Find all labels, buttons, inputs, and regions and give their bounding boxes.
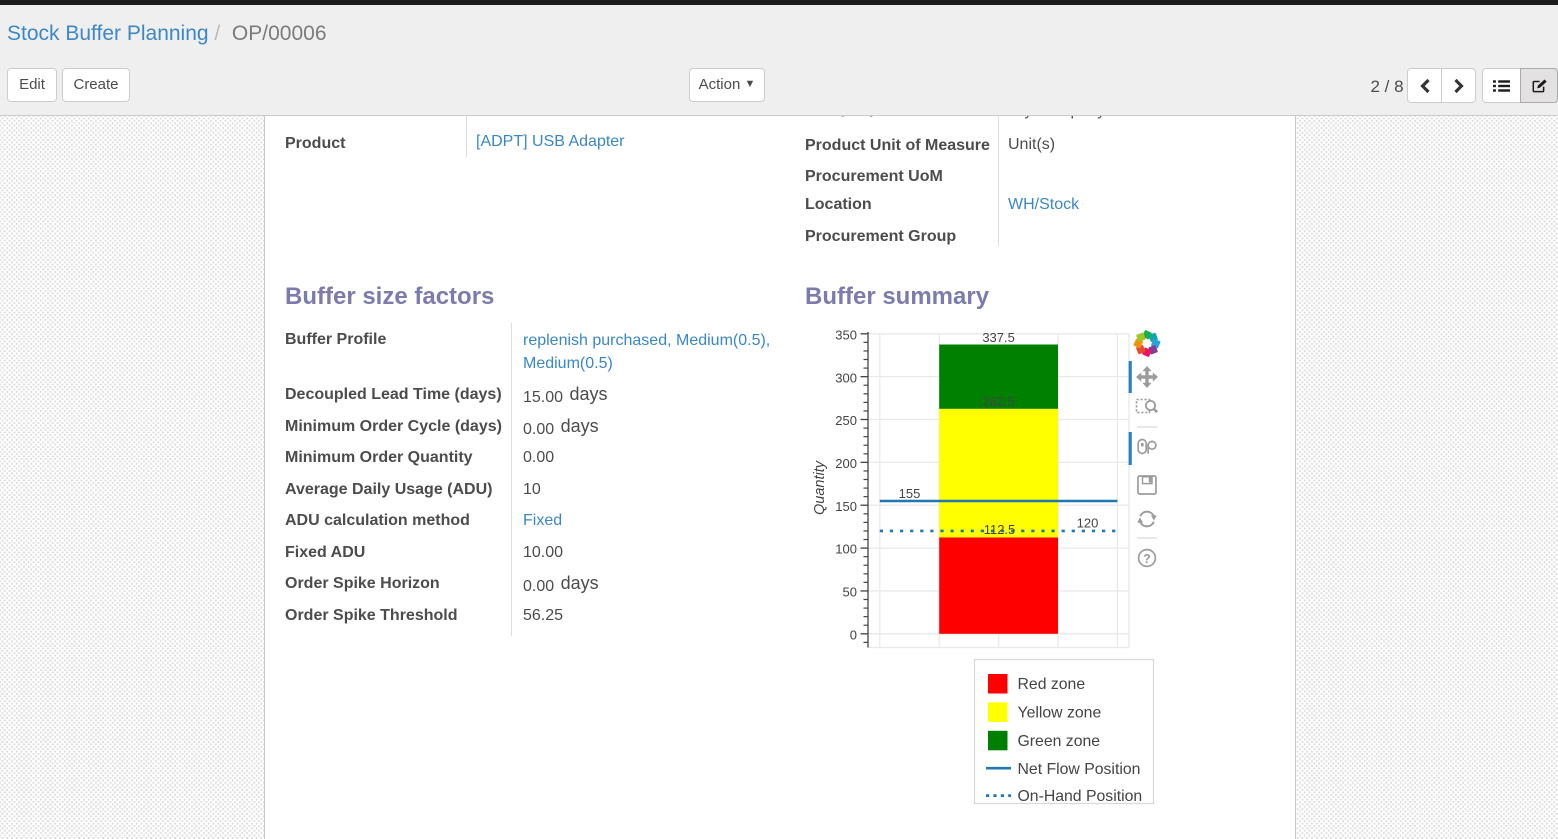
svg-text:Yellow zone: Yellow zone xyxy=(1018,705,1102,722)
svg-text:120: 120 xyxy=(1077,516,1099,531)
svg-text:155: 155 xyxy=(899,486,921,501)
svg-text:300: 300 xyxy=(835,370,857,385)
svg-text:Quantity: Quantity xyxy=(812,460,828,515)
svg-text:0: 0 xyxy=(850,627,857,642)
svg-text:50: 50 xyxy=(843,585,857,600)
svg-text:Net Flow Position: Net Flow Position xyxy=(1018,761,1141,778)
svg-text:200: 200 xyxy=(835,456,857,471)
svg-text:Green zone: Green zone xyxy=(1018,733,1101,750)
svg-text:Red zone: Red zone xyxy=(1018,676,1086,693)
svg-text:250: 250 xyxy=(835,413,857,428)
svg-text:350: 350 xyxy=(835,327,857,342)
svg-text:150: 150 xyxy=(835,499,857,514)
svg-text:100: 100 xyxy=(835,542,857,557)
svg-text:?: ? xyxy=(1143,552,1151,566)
svg-text:262.5: 262.5 xyxy=(982,394,1015,409)
svg-text:337.5: 337.5 xyxy=(982,330,1015,345)
svg-text:On-Hand Position: On-Hand Position xyxy=(1018,788,1143,805)
svg-text:112.5: 112.5 xyxy=(984,522,1016,537)
